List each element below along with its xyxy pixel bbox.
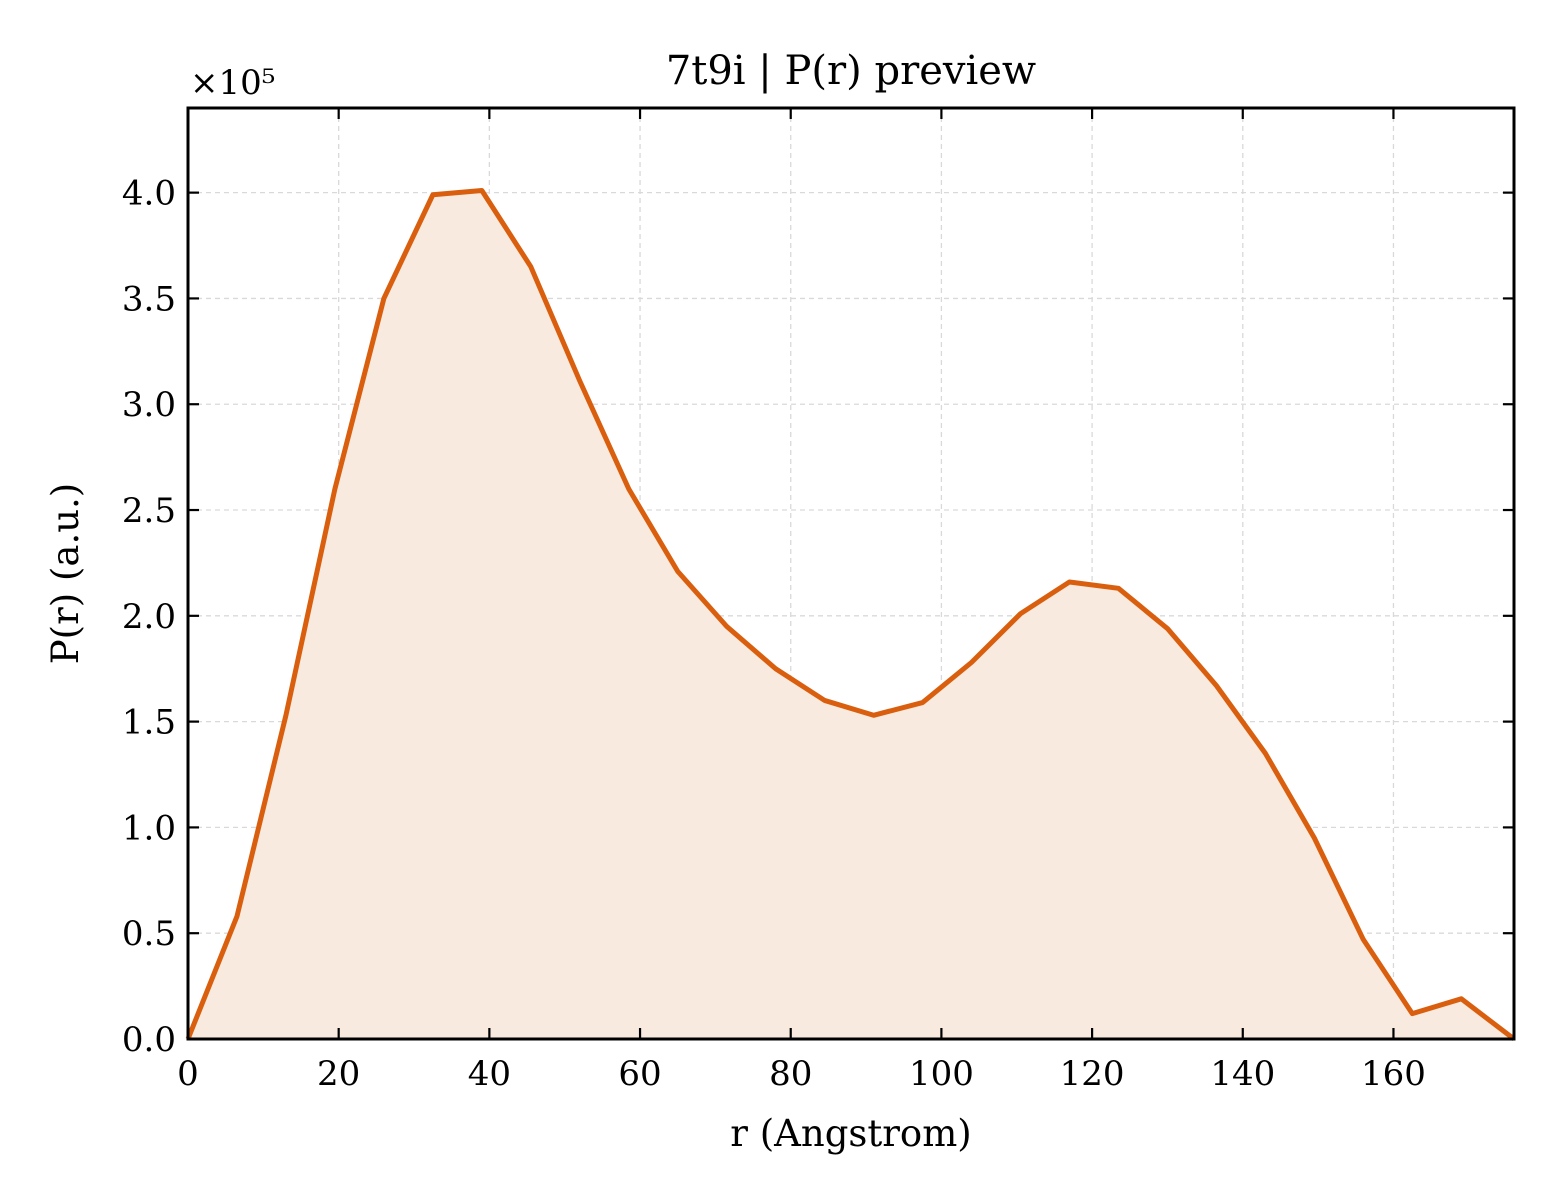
x-tick-label: 40: [468, 1054, 511, 1094]
x-tick-label: 160: [1361, 1054, 1426, 1094]
area-fill: [188, 190, 1514, 1039]
y-tick-label: 0.5: [122, 914, 176, 954]
chart-title: 7t9i | P(r) preview: [666, 48, 1036, 94]
x-axis-title: r (Angstrom): [730, 1112, 971, 1155]
axis-ticks: [186, 108, 1514, 1041]
series-line: [185, 188, 1516, 1041]
y-axis-title: P(r) (a.u.): [44, 483, 87, 665]
y-tick-label: 2.5: [122, 491, 176, 531]
x-tick-label: 120: [1060, 1054, 1125, 1094]
y-tick-label: 3.5: [122, 279, 176, 319]
x-tick-label: 0: [177, 1054, 199, 1094]
x-tick-label: 80: [769, 1054, 812, 1094]
plot-frame: [186, 106, 1516, 1041]
x-tick-label: 60: [618, 1054, 661, 1094]
x-tick-label: 20: [317, 1054, 360, 1094]
y-tick-label: 3.0: [122, 385, 176, 425]
y-tick-label: 4.0: [122, 174, 176, 214]
y-tick-label: 1.5: [122, 703, 176, 743]
y-axis-multiplier: ×10⁵: [190, 63, 275, 103]
x-tick-label: 140: [1210, 1054, 1275, 1094]
y-tick-label: 0.0: [122, 1020, 176, 1060]
tick-labels: 0 20 40 60 80 100 120 140 160 0.0 0.5 1.0 1.5 2.0 2.5 3…: [122, 174, 1426, 1094]
x-tick-label: 100: [909, 1054, 974, 1094]
y-tick-label: 2.0: [122, 597, 176, 637]
y-tick-label: 1.0: [122, 808, 176, 848]
